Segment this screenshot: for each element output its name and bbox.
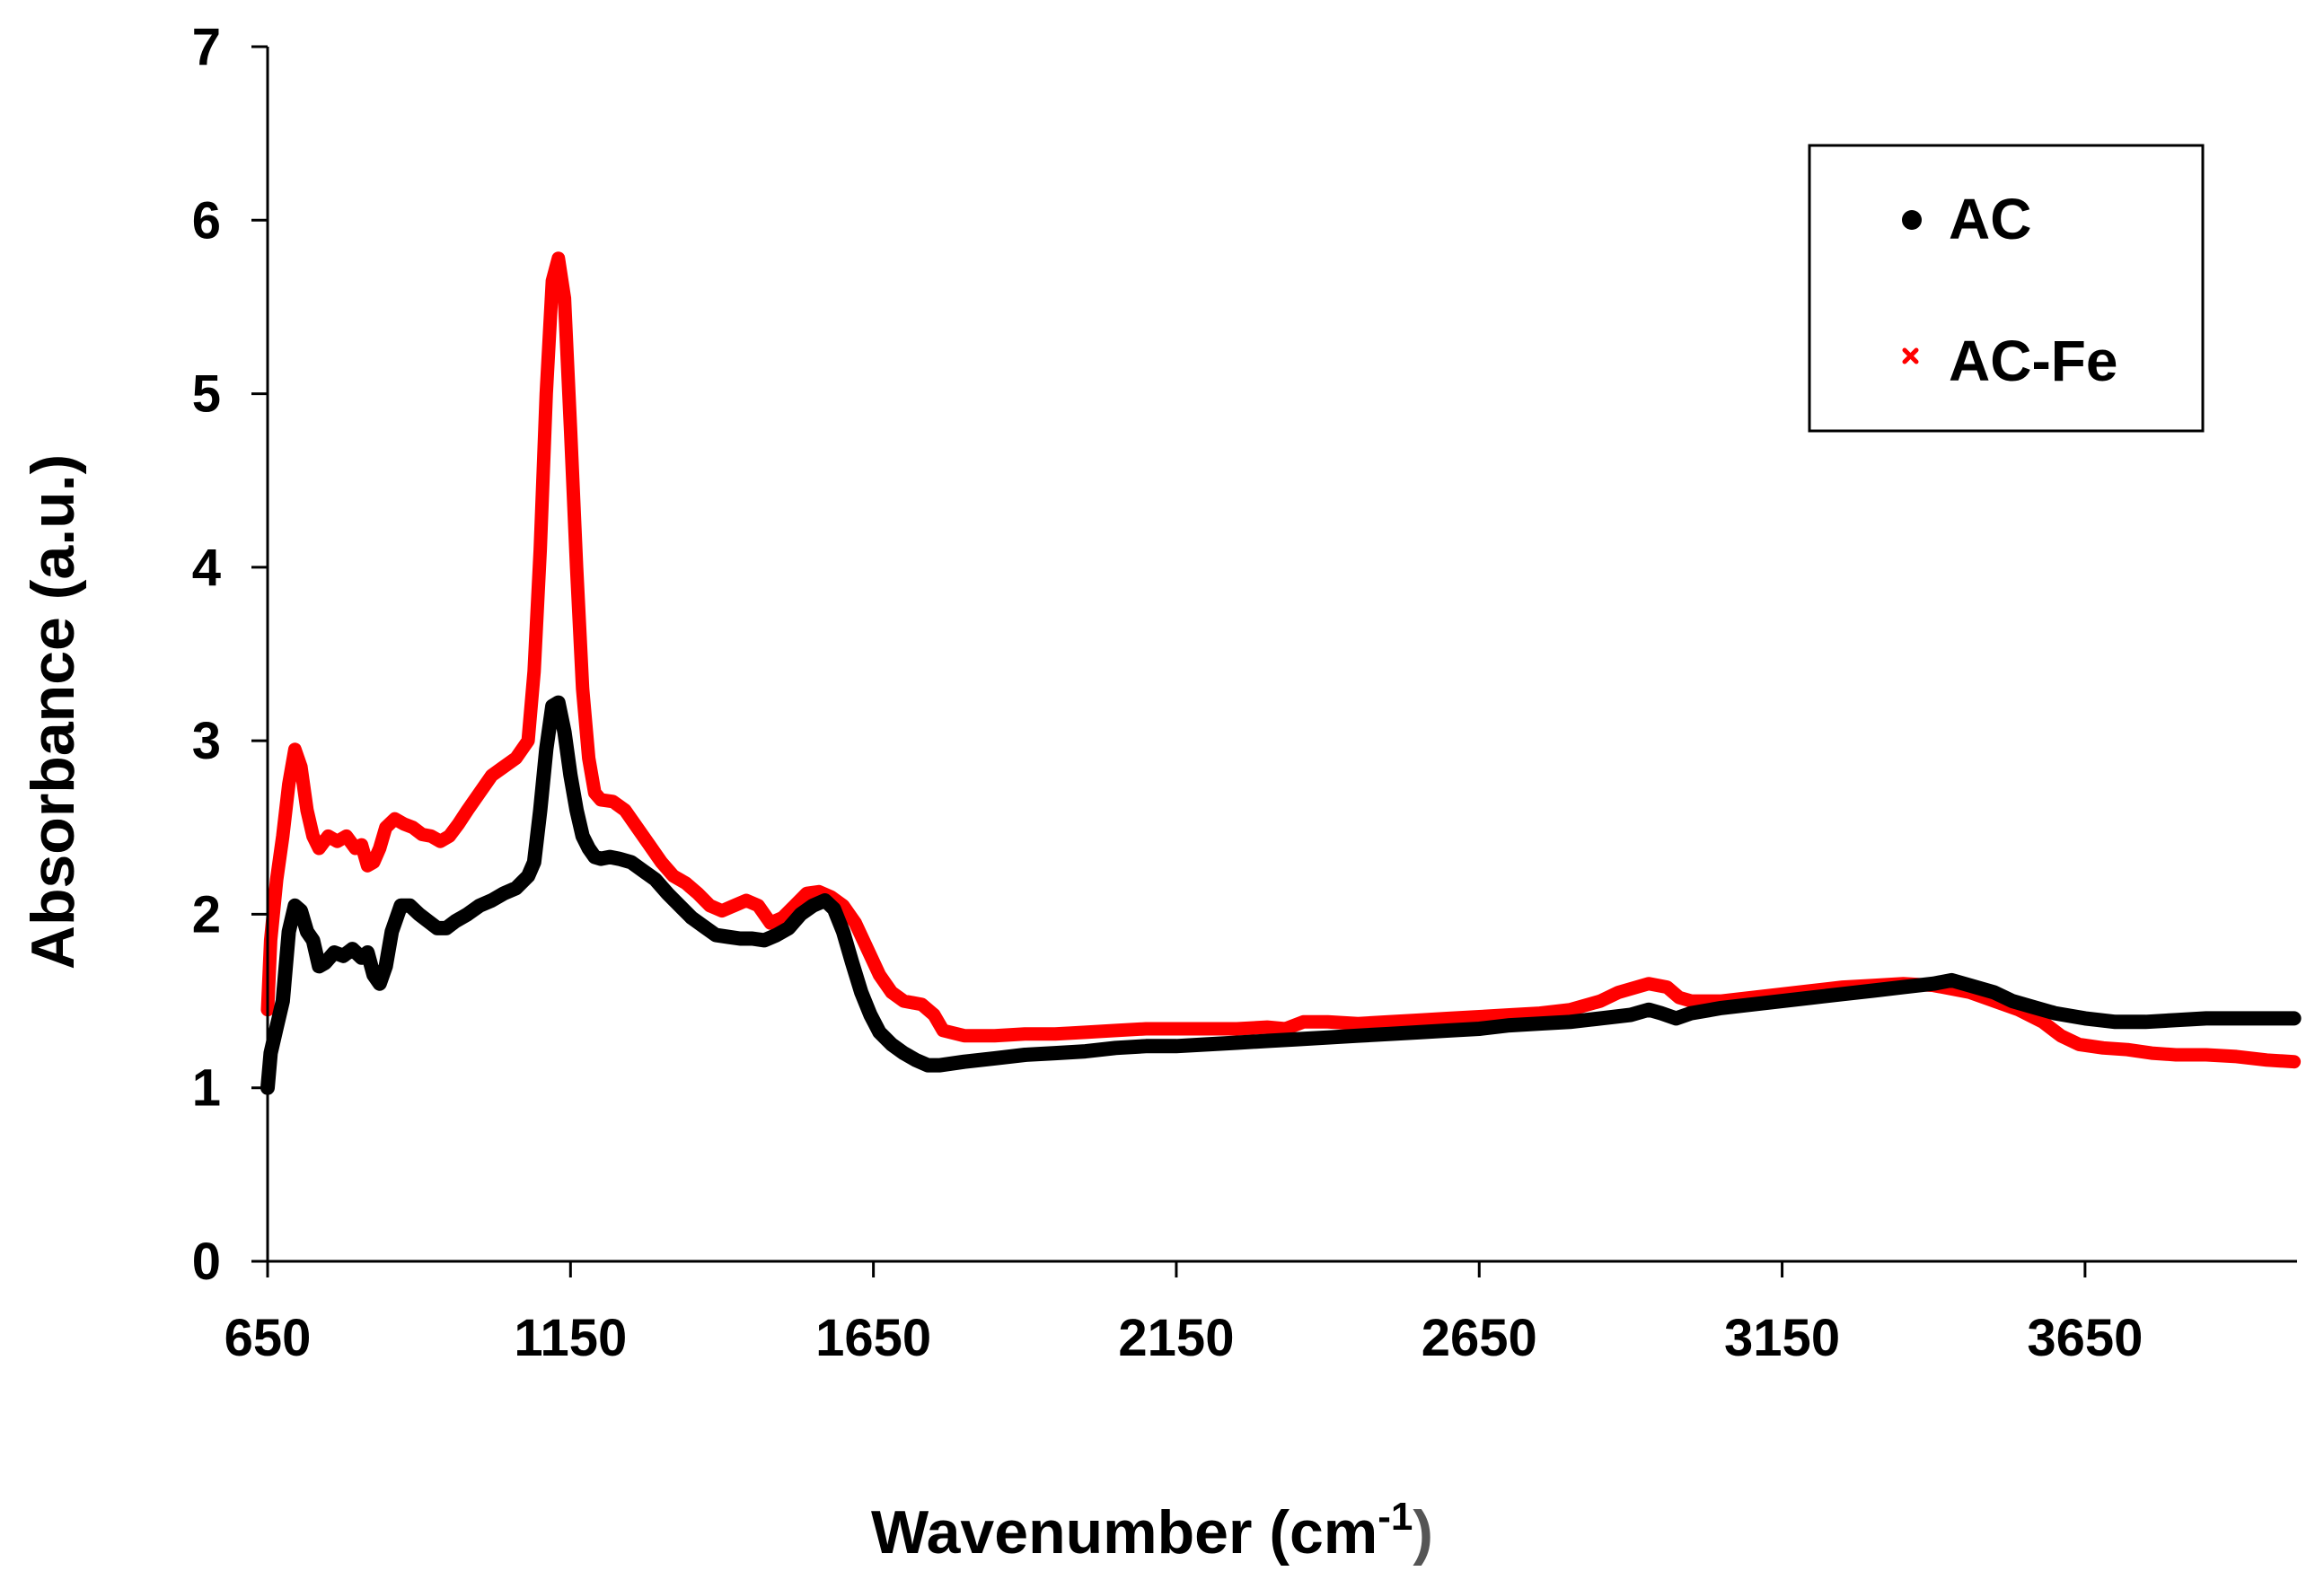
legend-box [1808, 144, 2205, 433]
x-tick-label: 1150 [514, 1309, 627, 1367]
x-axis-ticks: 650 1150 1650 2150 2650 3150 3650 [224, 1261, 2143, 1367]
y-tick-label: 7 [192, 18, 221, 76]
legend-label-ac: AC [1949, 187, 2031, 251]
y-tick-label: 4 [192, 539, 221, 597]
legend-marker-ac-fe [1902, 347, 1919, 364]
x-axis-title-main: Wavenumber (cm [871, 1498, 1378, 1567]
y-axis-ticks: 0 1 2 3 4 5 6 7 [192, 18, 268, 1291]
x-tick-label: 3650 [2027, 1309, 2143, 1367]
y-axis-title: Absorbance (a.u.) [19, 454, 87, 970]
series-layer [260, 251, 2302, 1095]
legend-marker-ac [1902, 210, 1922, 230]
x-tick-label: 2650 [1422, 1309, 1537, 1367]
x-axis-title-superscript: -1 [1378, 1495, 1413, 1539]
y-tick-label: 5 [192, 365, 221, 424]
legend-label-ac-fe: AC-Fe [1949, 329, 2117, 393]
y-tick-label: 3 [192, 712, 221, 770]
x-tick-label: 3150 [1724, 1309, 1840, 1367]
legend: AC AC-Fe [1808, 144, 2205, 433]
x-tick-label: 1650 [815, 1309, 931, 1367]
x-tick-label: 2150 [1118, 1309, 1234, 1367]
x-axis-title-close: ) [1413, 1498, 1433, 1567]
y-tick-label: 0 [192, 1233, 221, 1291]
y-tick-label: 6 [192, 191, 221, 250]
x-tick-label: 650 [224, 1309, 312, 1367]
y-tick-label: 2 [192, 885, 221, 944]
series-line-ac [260, 695, 2302, 1095]
y-tick-label: 1 [192, 1059, 221, 1118]
x-axis-title: Wavenumber (cm-1) [871, 1495, 1433, 1567]
